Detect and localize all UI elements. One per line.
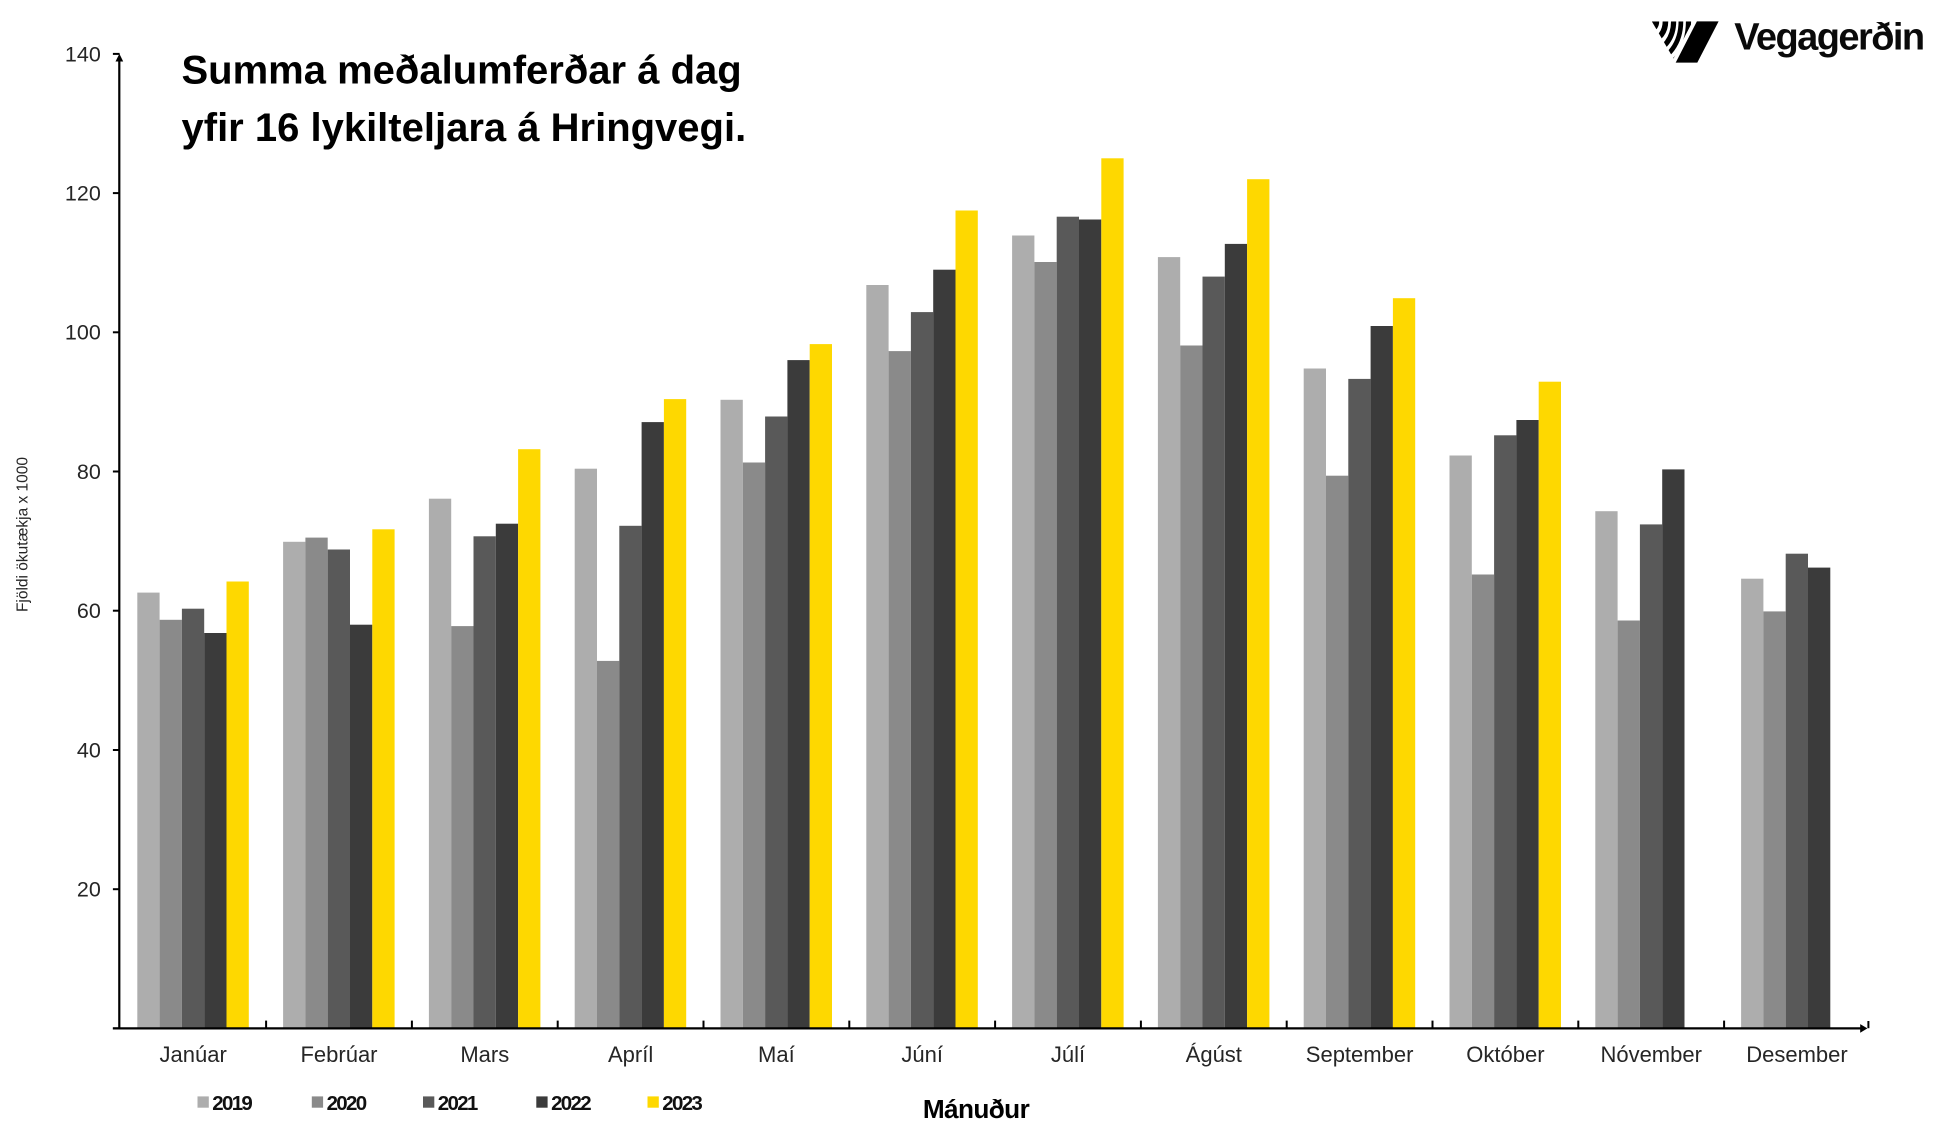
svg-text:Febrúar: Febrúar	[300, 1042, 377, 1067]
svg-text:80: 80	[77, 460, 101, 484]
svg-text:Mars: Mars	[460, 1042, 509, 1067]
svg-text:Janúar: Janúar	[160, 1042, 227, 1067]
svg-text:Summa meðalumferðar á dag: Summa meðalumferðar á dag	[182, 49, 742, 93]
svg-text:Apríl: Apríl	[608, 1042, 653, 1067]
svg-text:2023: 2023	[662, 1092, 702, 1115]
svg-text:Ágúst: Ágúst	[1186, 1042, 1242, 1067]
svg-text:100: 100	[65, 321, 101, 345]
svg-text:60: 60	[77, 599, 101, 623]
svg-text:Maí: Maí	[758, 1042, 795, 1067]
svg-text:120: 120	[65, 182, 101, 206]
svg-text:Nóvember: Nóvember	[1600, 1042, 1701, 1067]
svg-text:140: 140	[65, 42, 101, 66]
svg-text:2021: 2021	[438, 1092, 478, 1115]
svg-text:40: 40	[77, 738, 101, 762]
svg-text:20: 20	[77, 878, 101, 902]
svg-text:Júní: Júní	[901, 1042, 943, 1067]
svg-text:2019: 2019	[212, 1092, 252, 1115]
svg-text:Fjöldi ökutækja x 1000: Fjöldi ökutækja x 1000	[15, 457, 32, 612]
svg-text:September: September	[1306, 1042, 1414, 1067]
svg-text:Vegagerðin: Vegagerðin	[1734, 16, 1923, 58]
svg-text:Júlí: Júlí	[1051, 1042, 1085, 1067]
svg-text:Mánuður: Mánuður	[923, 1094, 1030, 1124]
svg-text:Október: Október	[1466, 1042, 1544, 1067]
svg-text:2020: 2020	[327, 1092, 367, 1115]
svg-text:2022: 2022	[551, 1092, 591, 1115]
svg-text:yfir 16 lykilteljara á Hringve: yfir 16 lykilteljara á Hringvegi.	[182, 106, 747, 150]
svg-text:Desember: Desember	[1746, 1042, 1847, 1067]
